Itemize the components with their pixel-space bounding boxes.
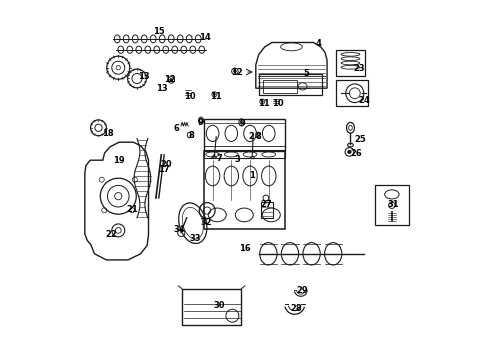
Text: 8: 8	[256, 132, 262, 141]
Text: 10: 10	[184, 92, 196, 101]
Text: 24: 24	[359, 96, 370, 105]
Bar	[263, 80, 297, 93]
Text: 11: 11	[258, 99, 270, 108]
Text: 15: 15	[153, 27, 165, 36]
Text: 28: 28	[291, 305, 302, 313]
Bar	[204, 150, 285, 158]
Text: 8: 8	[188, 131, 194, 140]
Text: 9: 9	[240, 119, 245, 128]
Text: 26: 26	[351, 149, 363, 158]
Text: 1: 1	[248, 171, 254, 180]
Bar	[204, 151, 285, 229]
Text: 29: 29	[297, 287, 308, 295]
Text: 2: 2	[248, 132, 254, 141]
Text: 12: 12	[231, 68, 243, 77]
Text: 10: 10	[272, 99, 284, 108]
Text: 6: 6	[173, 124, 179, 133]
Bar	[336, 50, 365, 76]
Text: 31: 31	[388, 200, 399, 209]
Text: 25: 25	[354, 135, 366, 144]
Text: 13: 13	[138, 72, 149, 81]
Text: 18: 18	[101, 130, 113, 139]
Bar	[182, 289, 242, 325]
Text: 17: 17	[158, 166, 170, 175]
Text: 23: 23	[354, 64, 365, 73]
Bar	[204, 119, 285, 151]
Bar	[259, 74, 322, 95]
Circle shape	[233, 70, 236, 73]
Text: 9: 9	[197, 118, 203, 127]
Text: 27: 27	[260, 200, 271, 209]
Bar	[336, 80, 368, 106]
Text: 22: 22	[105, 230, 117, 239]
Text: 30: 30	[213, 301, 225, 310]
Text: 19: 19	[113, 156, 125, 166]
Text: 13: 13	[156, 84, 167, 93]
Text: 16: 16	[239, 244, 251, 253]
Text: 4: 4	[315, 40, 321, 49]
Text: 7: 7	[217, 154, 222, 163]
Circle shape	[347, 150, 351, 154]
Text: 3: 3	[234, 155, 240, 163]
Text: 34: 34	[173, 225, 185, 234]
Text: 11: 11	[210, 92, 222, 101]
Text: 33: 33	[190, 234, 201, 243]
Text: 32: 32	[200, 218, 212, 227]
Text: 12: 12	[164, 76, 176, 85]
Bar	[374, 185, 409, 225]
Bar	[261, 202, 273, 218]
Text: 5: 5	[303, 69, 309, 78]
Text: 21: 21	[127, 205, 139, 214]
Circle shape	[170, 78, 172, 81]
Text: 20: 20	[161, 160, 172, 169]
Text: 14: 14	[199, 33, 211, 42]
